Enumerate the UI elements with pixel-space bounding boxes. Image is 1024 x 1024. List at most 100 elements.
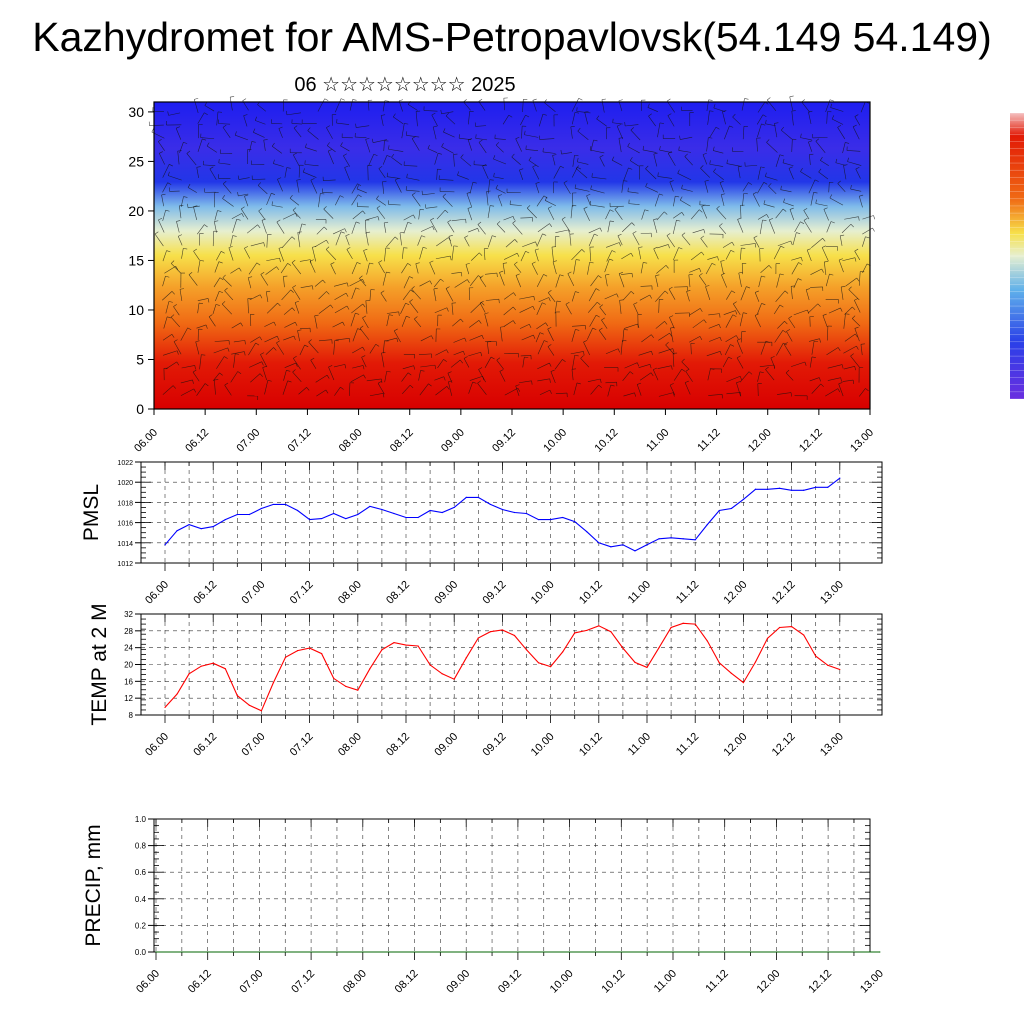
wind-barb: [335, 195, 341, 206]
data-point: [827, 486, 829, 488]
wind-barb-flag: [583, 351, 585, 356]
wind-barb: [577, 161, 589, 165]
wind-barb-flag: [422, 246, 427, 249]
data-point: [357, 513, 359, 516]
wind-barb: [645, 186, 658, 193]
wind-barb-flag: [598, 275, 602, 279]
wind-barb-flag: [850, 353, 854, 357]
wind-barb-flag: [840, 377, 842, 382]
wind-barb: [678, 150, 691, 153]
wind-barb: [384, 371, 388, 383]
data-point: [803, 634, 805, 636]
wind-barb: [698, 275, 707, 286]
wind-barb: [776, 392, 792, 395]
wind-barb: [757, 303, 762, 315]
wind-barb-flag: [642, 145, 645, 150]
wind-barb: [468, 111, 470, 125]
wind-barb-flag: [651, 334, 654, 339]
wind-barb-flag: [355, 123, 357, 128]
wind-barb: [310, 179, 318, 194]
wind-barb-flag: [837, 388, 841, 393]
wind-barb: [700, 238, 708, 248]
wind-barb-flag: [681, 368, 686, 372]
wind-barb-flag: [560, 165, 565, 169]
wind-barb: [657, 365, 672, 370]
wind-barb-flag: [472, 181, 477, 184]
wind-barb-flag: [667, 113, 672, 116]
wind-barb: [719, 182, 725, 193]
wind-barb-flag: [421, 235, 426, 238]
wind-barb: [468, 228, 478, 233]
wind-barb-flag: [154, 231, 159, 235]
wind-barb: [514, 264, 522, 273]
data-point: [477, 637, 479, 639]
wind-barb-flag: [677, 169, 680, 174]
wind-barb: [709, 163, 724, 167]
wind-barb: [666, 100, 675, 113]
data-point: [236, 695, 238, 697]
wind-barb: [754, 292, 760, 302]
wind-barb: [672, 220, 677, 234]
data-point: [224, 518, 226, 521]
wind-barb: [503, 98, 505, 111]
wind-barb-flag: [219, 290, 224, 294]
x-tick-label: 09.00: [439, 427, 467, 455]
wind-barb-flag: [672, 348, 675, 353]
wind-barb-flag: [266, 290, 271, 293]
wind-barb-flag: [295, 213, 298, 218]
wind-barb-flag: [676, 219, 681, 222]
wind-barb-flag: [340, 231, 345, 234]
wind-barb-flag: [292, 369, 296, 373]
wind-barb-flag: [386, 271, 391, 274]
wind-barb: [355, 136, 367, 138]
wind-barb-flag: [565, 302, 570, 305]
wind-barb-flag: [355, 287, 360, 290]
data-point: [405, 516, 407, 519]
wind-barb: [345, 235, 350, 246]
wind-barb-flag: [784, 290, 789, 294]
wind-barb-flag: [204, 383, 209, 387]
wind-barb: [343, 155, 351, 167]
wind-barb-flag: [165, 209, 170, 212]
wind-barb-flag: [748, 182, 752, 185]
y-tick-label: 10: [128, 302, 144, 318]
wind-barb: [519, 169, 524, 180]
data-point: [803, 489, 805, 491]
wind-barb: [768, 185, 777, 195]
wind-barb: [850, 188, 862, 192]
wind-barb: [327, 150, 334, 165]
wind-barb: [726, 290, 732, 300]
wind-barb-flag: [719, 223, 723, 227]
wind-barb: [642, 149, 657, 153]
wind-barb-flag: [440, 278, 444, 282]
wind-barb: [443, 131, 455, 138]
wind-barb-flag: [784, 342, 788, 345]
wind-barb: [844, 216, 859, 220]
wind-barb-flag: [194, 97, 199, 100]
wind-barb: [359, 328, 370, 340]
wind-barb: [388, 148, 404, 152]
wind-barb-flag: [823, 207, 828, 210]
wind-barb: [165, 301, 170, 314]
x-tick-label: 12.00: [746, 427, 774, 455]
wind-barb: [812, 137, 828, 139]
wind-barb-flag: [349, 338, 351, 343]
data-point: [598, 625, 600, 627]
wind-barb-flag: [574, 354, 579, 357]
x-tick-label: 13.00: [818, 579, 846, 607]
wind-barb: [773, 245, 782, 260]
wind-barb-flag: [428, 383, 432, 387]
wind-barb: [538, 114, 544, 127]
wind-barb-flag: [647, 103, 650, 108]
data-point: [453, 678, 455, 680]
wind-barb-flag: [709, 110, 714, 112]
wind-barb-flag: [570, 125, 575, 128]
x-tick-label: 12.12: [770, 731, 798, 759]
wind-barb: [467, 139, 472, 151]
chart-subtitle: 06 ☆☆☆☆☆☆☆☆ 2025: [294, 74, 516, 96]
wind-barb: [605, 242, 620, 248]
wind-barb-flag: [224, 356, 228, 359]
wind-barb: [689, 336, 701, 343]
wind-barb-flag: [722, 110, 727, 112]
chart-title: Kazhydromet for AMS-Petropavlovsk(54.149…: [32, 14, 992, 60]
